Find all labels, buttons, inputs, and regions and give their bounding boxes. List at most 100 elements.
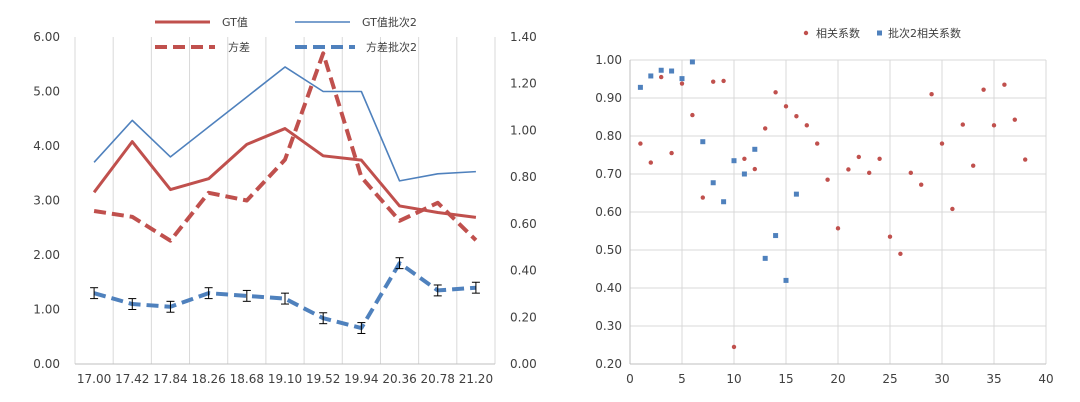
y-right-tick-label: 0.80	[510, 170, 537, 184]
x-tick-label: 18.68	[230, 372, 264, 386]
scatter-point-s1	[783, 104, 789, 109]
line-chart-right-y-axis: 0.00 0.20 0.40 0.60 0.80 1.00 1.20 1.40	[510, 30, 537, 371]
scatter-point-s1	[1012, 117, 1017, 122]
scatter-y-tick-label: 0.60	[595, 205, 622, 219]
series-line-gt2	[93, 66, 476, 182]
scatter-point-s2	[710, 180, 716, 186]
x-tick-label: 19.10	[268, 372, 302, 386]
x-tick-label: 18.26	[191, 372, 225, 386]
scatter-x-tick-label: 25	[882, 372, 897, 386]
scatter-x-tick-label: 35	[986, 372, 1001, 386]
legend-gt2-label: GT值批次2	[362, 15, 417, 29]
line-chart-legend: GT值 GT值批次2 方差 方差批次2	[155, 15, 417, 54]
scatter-point-s1	[752, 166, 757, 172]
scatter-y-tick-label: 0.30	[595, 319, 622, 333]
scatter-point-s1	[981, 87, 986, 92]
scatter-y-tick-label: 0.70	[595, 167, 622, 181]
y-left-tick-label: 4.00	[33, 139, 60, 153]
y-right-tick-label: 0.60	[510, 217, 537, 231]
scatter-point-s2	[773, 233, 779, 239]
scatter-point-s1	[960, 122, 965, 127]
scatter-point-s1	[794, 114, 799, 119]
scatter-point-s1	[908, 170, 913, 176]
scatter-point-s1	[721, 78, 726, 84]
scatter-point-s1	[638, 141, 643, 146]
legend-var-label: 方差	[228, 40, 250, 54]
scatter-point-s1	[763, 126, 768, 131]
series-line-gt	[92, 127, 477, 219]
scatter-point-s1	[971, 163, 976, 168]
scatter-point-s1	[690, 112, 695, 118]
scatter-point-s1	[835, 226, 841, 231]
scatter-y-tick-label: 0.90	[595, 91, 622, 105]
legend-var2-label: 方差批次2	[366, 40, 417, 54]
scatter-point-s1	[867, 170, 872, 176]
scatter-point-s1	[773, 90, 778, 95]
legend-s1-marker	[803, 30, 809, 36]
line-chart-series	[90, 51, 480, 334]
x-tick-label: 17.00	[77, 372, 111, 386]
scatter-point-s1	[711, 79, 716, 84]
line-chart-left-y-axis: 0.00 1.00 2.00 3.00 4.00 5.00 6.00	[33, 30, 60, 371]
scatter-point-s2	[762, 255, 768, 261]
y-right-tick-label: 0.40	[510, 264, 537, 278]
y-right-tick-label: 0.20	[510, 310, 537, 324]
scatter-point-s1	[825, 177, 830, 182]
line-chart-gridlines	[74, 37, 496, 364]
scatter-point-s1	[950, 206, 955, 212]
scatter-y-tick-label: 0.50	[595, 243, 622, 257]
y-left-tick-label: 1.00	[33, 303, 60, 317]
scatter-point-s1	[991, 123, 997, 128]
scatter-point-s1	[659, 74, 664, 80]
legend-s2-label: 批次2相关系数	[888, 26, 961, 40]
series-line-var	[93, 51, 478, 243]
scatter-point-s2	[658, 67, 664, 73]
y-left-tick-label: 2.00	[33, 248, 60, 262]
scatter-x-tick-label: 20	[830, 372, 845, 386]
scatter-point-s1	[919, 182, 924, 187]
scatter-point-s1	[742, 156, 747, 161]
scatter-point-s2	[669, 68, 675, 74]
scatter-chart-axes	[629, 60, 1046, 365]
y-left-tick-label: 6.00	[33, 30, 60, 44]
scatter-point-s1	[898, 251, 903, 256]
scatter-point-s1	[846, 167, 851, 172]
x-tick-label: 17.84	[153, 372, 187, 386]
scatter-x-tick-label: 5	[678, 372, 686, 386]
scatter-point-s2	[721, 199, 727, 205]
scatter-point-s1	[648, 160, 653, 165]
scatter-y-tick-label: 0.80	[595, 129, 622, 143]
x-tick-label: 19.52	[306, 372, 340, 386]
scatter-point-s1	[669, 150, 674, 156]
series-line-var2	[93, 261, 477, 331]
scatter-chart: 0.20 0.30 0.40 0.50 0.60 0.70 0.80 0.90 1.00 0 5 1…	[595, 26, 1053, 386]
y-right-tick-label: 1.40	[510, 30, 537, 44]
scatter-point-s1	[856, 154, 861, 160]
scatter-chart-gridlines	[629, 59, 1047, 365]
scatter-x-tick-label: 0	[626, 372, 634, 386]
scatter-chart-y-axis: 0.20 0.30 0.40 0.50 0.60 0.70 0.80 0.90 1.00	[595, 53, 622, 371]
scatter-chart-x-axis: 0 5 10 15 20 25 30 35 40	[626, 372, 1053, 386]
scatter-point-s1	[877, 156, 882, 161]
scatter-point-s2	[689, 59, 695, 65]
legend-s1-label: 相关系数	[816, 26, 860, 40]
y-right-tick-label: 0.00	[510, 357, 537, 371]
scatter-point-s1	[815, 141, 820, 146]
x-tick-label: 17.42	[115, 372, 149, 386]
scatter-point-s1	[1002, 82, 1007, 87]
scatter-y-tick-label: 1.00	[595, 53, 622, 67]
scatter-x-tick-label: 40	[1038, 372, 1053, 386]
y-right-tick-label: 1.00	[510, 123, 537, 137]
x-tick-label: 19.94	[344, 372, 378, 386]
scatter-point-s1	[1022, 157, 1028, 162]
y-right-tick-label: 1.20	[510, 77, 537, 91]
scatter-point-s2	[793, 191, 799, 197]
scatter-point-s1	[939, 141, 945, 146]
y-left-tick-label: 3.00	[33, 194, 60, 208]
scatter-point-s1	[731, 344, 737, 350]
scatter-y-tick-label: 0.40	[595, 281, 622, 295]
legend-s2-marker	[877, 30, 882, 36]
x-tick-label: 20.78	[421, 372, 455, 386]
scatter-chart-legend: 相关系数 批次2相关系数	[803, 26, 961, 40]
